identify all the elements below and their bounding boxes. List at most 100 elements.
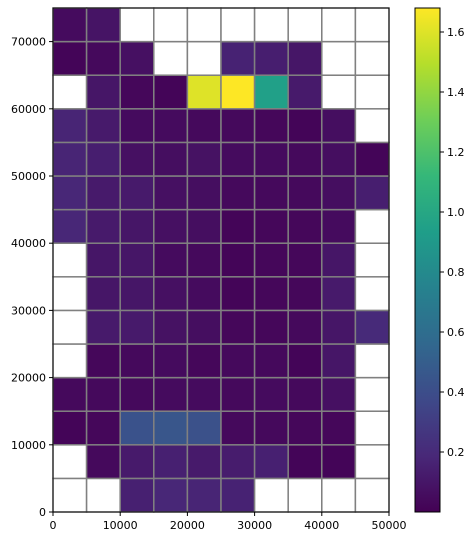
y-tick-label: 50000 (11, 170, 46, 183)
heatmap-cell (186, 74, 222, 110)
colorbar-tick-label: 0.2 (447, 446, 465, 459)
heatmap-cell (253, 242, 289, 278)
heatmap-cell (52, 343, 88, 379)
heatmap-cell (220, 40, 256, 76)
heatmap-cell (85, 276, 121, 312)
heatmap-cell (253, 74, 289, 110)
heatmap-cell (321, 208, 357, 244)
heatmap-cell (186, 309, 222, 345)
heatmap-cell (153, 7, 189, 43)
heatmap-cell (220, 477, 256, 513)
plot-frame (52, 7, 390, 513)
x-tick-label: 20000 (170, 519, 205, 532)
heatmap-cell (186, 343, 222, 379)
heatmap-cell (354, 309, 390, 345)
heatmap-cell (287, 141, 323, 177)
heatmap-cell (85, 40, 121, 76)
heatmap-cell (119, 477, 155, 513)
heatmap-cell (153, 444, 189, 480)
heatmap-cell (354, 444, 390, 480)
colorbar-tick-label: 0.4 (447, 386, 465, 399)
heatmap-cell (321, 309, 357, 345)
heatmap-cell (186, 7, 222, 43)
heatmap-cell (85, 410, 121, 446)
heatmap-cell (186, 208, 222, 244)
heatmap-cell (186, 40, 222, 76)
heatmap-cell (153, 376, 189, 412)
heatmap-cell (220, 343, 256, 379)
heatmap-cell (354, 7, 390, 43)
heatmap-cell (253, 276, 289, 312)
heatmap-cell (220, 108, 256, 144)
heatmap-cell (153, 175, 189, 211)
heatmap-cell (186, 444, 222, 480)
heatmap-cell (85, 7, 121, 43)
x-tick-label: 50000 (372, 519, 407, 532)
heatmap-cell (220, 276, 256, 312)
heatmap-cell (153, 40, 189, 76)
heatmap-cell (52, 40, 88, 76)
heatmap-cell (119, 7, 155, 43)
heatmap-cell (220, 242, 256, 278)
heatmap-cell (354, 175, 390, 211)
heatmap-cell (220, 208, 256, 244)
heatmap-cell (153, 477, 189, 513)
heatmap-cell (354, 410, 390, 446)
heatmap-cell (52, 309, 88, 345)
heatmap-cell (85, 242, 121, 278)
heatmap-cell (287, 444, 323, 480)
heatmap-cell (220, 376, 256, 412)
heatmap-cell (287, 108, 323, 144)
heatmap-cell (52, 108, 88, 144)
heatmap-cell (253, 343, 289, 379)
heatmap-cell (153, 74, 189, 110)
heatmap-cell (321, 175, 357, 211)
heatmap-cell (253, 410, 289, 446)
heatmap-cell (119, 410, 155, 446)
heatmap-cell (354, 276, 390, 312)
heatmap-cell (85, 208, 121, 244)
heatmap-cell (220, 7, 256, 43)
heatmap-cell (153, 343, 189, 379)
heatmap-cell (321, 343, 357, 379)
colorbar-tick-label: 1.6 (447, 26, 465, 39)
heatmap-cell (85, 444, 121, 480)
heatmap-cell (354, 477, 390, 513)
heatmap-cell (321, 477, 357, 513)
heatmap-cell (220, 410, 256, 446)
heatmap-cell (354, 40, 390, 76)
heatmap-cell (52, 376, 88, 412)
x-tick-label: 30000 (237, 519, 272, 532)
heatmap-cell (287, 74, 323, 110)
heatmap-cell (354, 343, 390, 379)
colorbar (414, 7, 441, 513)
heatmap-cell (186, 477, 222, 513)
heatmap-cell (287, 40, 323, 76)
heatmap-cell (253, 7, 289, 43)
heatmap-cell (52, 208, 88, 244)
heatmap-cell (119, 175, 155, 211)
colorbar-tick-label: 0.8 (447, 266, 465, 279)
heatmap-cell (287, 208, 323, 244)
colorbar-tick-label: 1.0 (447, 206, 465, 219)
heatmap-cell (52, 444, 88, 480)
heatmap-cell (52, 7, 88, 43)
heatmap-cell (220, 141, 256, 177)
heatmap-cell (354, 74, 390, 110)
y-tick-label: 30000 (11, 304, 46, 317)
heatmap-cell (186, 410, 222, 446)
heatmap-cell (153, 242, 189, 278)
heatmap-cell (119, 141, 155, 177)
colorbar-axis: 0.2 0.4 0.6 0.8 1.0 1.2 1.4 1.6 (440, 26, 465, 459)
heatmap-cell (287, 309, 323, 345)
heatmap-cell (52, 175, 88, 211)
heatmap-cell (253, 376, 289, 412)
heatmap-cell (52, 242, 88, 278)
heatmap-cell (253, 108, 289, 144)
heatmap-cell (52, 410, 88, 446)
heatmap-cell (321, 40, 357, 76)
heatmap-cell (186, 242, 222, 278)
heatmap-cell (186, 376, 222, 412)
heatmap-cell (186, 175, 222, 211)
heatmap-cell (321, 74, 357, 110)
